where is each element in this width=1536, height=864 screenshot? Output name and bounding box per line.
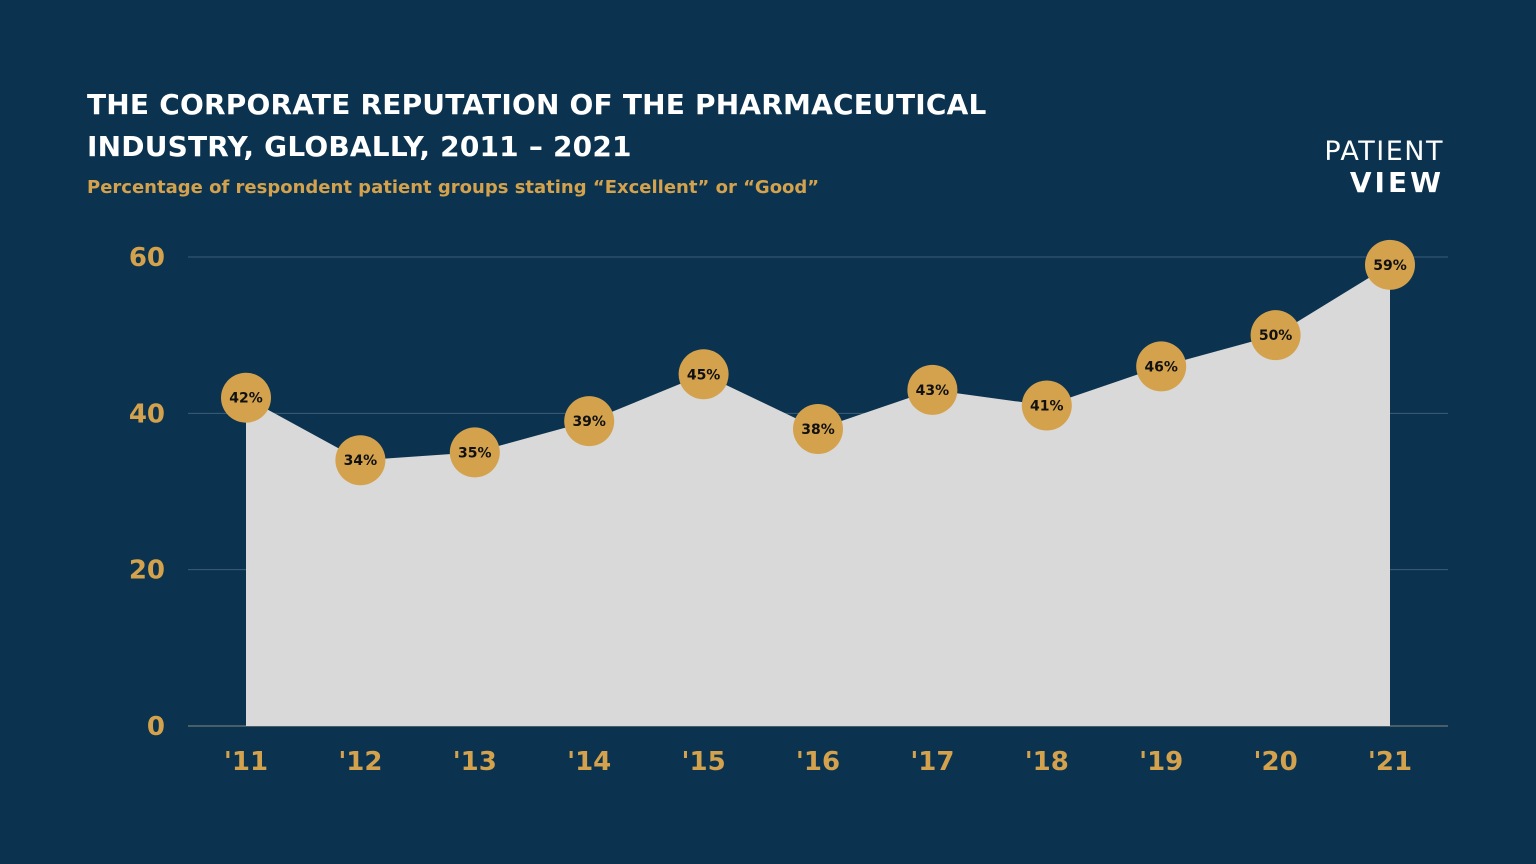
y-tick-label: 40 bbox=[129, 399, 165, 429]
data-point bbox=[1250, 310, 1301, 361]
data-label: 38% bbox=[801, 422, 835, 438]
x-tick-label: '18 bbox=[1025, 747, 1069, 777]
area-fill bbox=[246, 264, 1390, 726]
data-label: 42% bbox=[229, 391, 263, 407]
data-point bbox=[1136, 341, 1187, 392]
data-label: 45% bbox=[687, 367, 721, 383]
y-tick-label: 0 bbox=[147, 712, 165, 742]
data-label: 50% bbox=[1259, 328, 1293, 344]
data-label: 35% bbox=[458, 445, 492, 461]
x-tick-label: '19 bbox=[1139, 747, 1183, 777]
x-tick-label: '15 bbox=[682, 747, 726, 777]
chart-subtitle: Percentage of respondent patient groups … bbox=[87, 177, 820, 198]
x-tick-label: '12 bbox=[338, 747, 382, 777]
data-markers: 42% 34% 35% 39% 45% 38% 43% 41% 46% 50% 59% bbox=[221, 239, 1415, 486]
data-point bbox=[678, 349, 729, 400]
x-tick-label: '16 bbox=[796, 747, 840, 777]
logo-line-1: PATIENT bbox=[1324, 136, 1444, 167]
data-label: 43% bbox=[916, 383, 950, 399]
x-tick-label: '14 bbox=[567, 747, 611, 777]
y-tick-label: 20 bbox=[129, 556, 165, 586]
data-label: 41% bbox=[1030, 399, 1064, 415]
x-tick-label: '21 bbox=[1368, 747, 1412, 777]
data-point bbox=[907, 364, 958, 415]
data-label: 34% bbox=[344, 453, 378, 469]
y-axis: 0 20 40 60 bbox=[129, 243, 165, 742]
data-label: 39% bbox=[572, 414, 606, 430]
data-point bbox=[1365, 239, 1415, 290]
x-axis: '11 '12 '13 '14 '15 '16 '17 '18 '19 '20 '21 bbox=[224, 747, 1412, 777]
data-point bbox=[1021, 380, 1072, 431]
data-label: 46% bbox=[1144, 359, 1178, 375]
chart-title: THE CORPORATE REPUTATION OF THE PHARMACE… bbox=[87, 88, 987, 163]
patientview-logo: PATIENT VIEW bbox=[1324, 136, 1444, 198]
x-tick-label: '20 bbox=[1254, 747, 1298, 777]
y-tick-label: 60 bbox=[129, 243, 165, 273]
data-label: 59% bbox=[1373, 258, 1407, 274]
data-point bbox=[793, 403, 843, 454]
data-point bbox=[335, 435, 386, 486]
logo-line-2: VIEW bbox=[1349, 166, 1444, 199]
data-point bbox=[449, 427, 500, 478]
data-point bbox=[221, 372, 271, 423]
data-point bbox=[564, 396, 615, 447]
x-tick-label: '17 bbox=[910, 747, 954, 777]
area-series bbox=[246, 264, 1390, 726]
x-tick-label: '11 bbox=[224, 747, 268, 777]
x-tick-label: '13 bbox=[453, 747, 497, 777]
